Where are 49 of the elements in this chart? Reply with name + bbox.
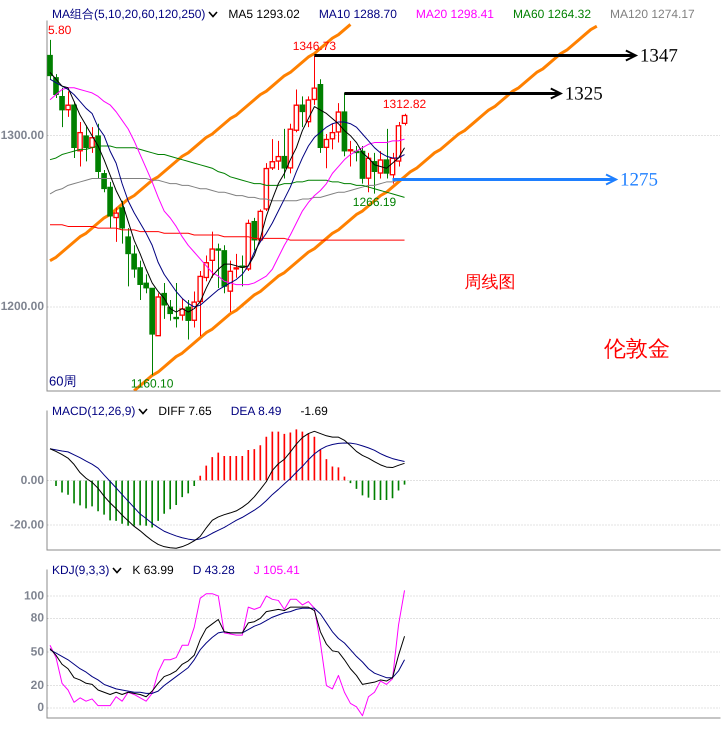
candlestick bbox=[59, 87, 65, 128]
text: MA60 1264.32 bbox=[512, 6, 591, 22]
ref-line-label: 1347 bbox=[640, 45, 678, 66]
candlestick bbox=[179, 298, 186, 322]
annotation: 1312.82 bbox=[382, 97, 427, 112]
candlestick bbox=[119, 200, 125, 244]
y-tick-label: 1300.00 bbox=[0, 128, 44, 142]
candlestick bbox=[384, 128, 390, 180]
candlestick bbox=[251, 217, 258, 251]
annotation: 周线图 bbox=[464, 272, 516, 292]
candlestick bbox=[372, 152, 378, 194]
y-tick-label: 0.00 bbox=[20, 472, 44, 487]
legend-label: K 63.99 bbox=[132, 562, 174, 578]
y-tick-label: 20 bbox=[30, 678, 44, 692]
candlestick bbox=[366, 152, 372, 193]
text: DEA 8.49 bbox=[230, 403, 282, 419]
annotation: -1.69 bbox=[300, 403, 328, 419]
y-tick-label: 0 bbox=[37, 700, 44, 714]
y-tick-label: 1200.00 bbox=[0, 299, 44, 314]
text: MA20 1298.41 bbox=[416, 6, 494, 22]
y-tick-label: 80 bbox=[30, 610, 44, 625]
candlestick bbox=[47, 39, 53, 80]
candlestick bbox=[233, 253, 240, 278]
candlestick bbox=[378, 150, 384, 180]
chart-title: MA组合(5,10,20,60,120,250) bbox=[52, 6, 206, 22]
candlestick bbox=[348, 140, 354, 168]
text: D 43.28 bbox=[192, 562, 235, 578]
candlestick bbox=[227, 260, 234, 313]
candlestick bbox=[65, 90, 71, 118]
ref-line-label: 1325 bbox=[564, 83, 603, 104]
candlestick bbox=[89, 126, 95, 154]
annotation: 5.80 bbox=[48, 22, 72, 37]
legend-label: MA5 1293.02 bbox=[228, 6, 300, 22]
annotation: 伦敦金 bbox=[604, 336, 670, 361]
ref-line-label: 1275 bbox=[620, 169, 658, 190]
chart-title: KDJ(9,3,3) bbox=[52, 562, 110, 578]
candlestick bbox=[300, 96, 306, 128]
series-label: J 105.41 bbox=[254, 562, 300, 578]
candlestick bbox=[282, 128, 288, 180]
text: MA10 1288.70 bbox=[318, 6, 397, 22]
y-tick-label: -20.00 bbox=[10, 518, 44, 532]
text: MA120 1274.17 bbox=[610, 6, 695, 22]
candlestick bbox=[185, 300, 192, 340]
y-tick-label: 100 bbox=[24, 588, 44, 602]
candlestick bbox=[77, 122, 83, 168]
annotation: 60周 bbox=[49, 374, 76, 389]
legend-label: DIFF 7.65 bbox=[158, 403, 212, 419]
chart-title: MACD(12,26,9) bbox=[52, 403, 136, 419]
y-tick-label: 50 bbox=[30, 644, 44, 658]
